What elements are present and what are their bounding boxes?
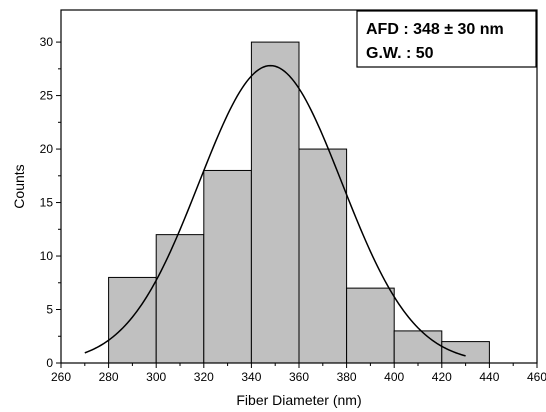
- x-tick-label: 280: [99, 370, 119, 384]
- histogram-bar: [346, 287, 395, 364]
- y-tick-label: 30: [40, 35, 54, 49]
- y-tick-label: 0: [46, 356, 53, 370]
- x-tick-label: 320: [194, 370, 214, 384]
- x-tick-label: 300: [146, 370, 166, 384]
- x-axis-label: Fiber Diameter (nm): [236, 392, 361, 408]
- gaussian-fit-curve: [84, 64, 466, 357]
- axis-tick-labels: 260 280 300 320 340 360 380 400 420 440 460 0 5 10 15 2…: [40, 35, 546, 384]
- x-tick-label: 260: [51, 370, 71, 384]
- x-tick-label: 460: [527, 370, 546, 384]
- annotation-box: AFD : 348 ± 30 nm G.W. : 50: [356, 10, 537, 68]
- histogram-bar: [203, 169, 252, 364]
- histogram-bar: [250, 41, 300, 364]
- bars-group: [108, 41, 490, 364]
- x-tick-label: 400: [384, 370, 404, 384]
- x-tick-label: 360: [289, 370, 309, 384]
- y-tick-label: 25: [40, 89, 54, 103]
- x-tick-label: 380: [337, 370, 357, 384]
- histogram-bar: [155, 234, 205, 364]
- histogram-bar: [298, 148, 348, 364]
- annotation-afd: AFD : 348 ± 30 nm: [366, 21, 504, 38]
- y-tick-label: 20: [40, 142, 54, 156]
- histogram-bar: [393, 330, 443, 364]
- histogram-bar: [108, 276, 157, 364]
- annotation-gw: G.W. : 50: [366, 45, 434, 62]
- histogram-bar: [441, 341, 490, 364]
- y-tick-label: 5: [46, 303, 53, 317]
- y-tick-label: 15: [40, 196, 54, 210]
- x-tick-label: 420: [432, 370, 452, 384]
- x-tick-label: 340: [241, 370, 261, 384]
- axis-ticks: [56, 41, 538, 368]
- y-tick-label: 10: [40, 249, 54, 263]
- x-tick-label: 440: [479, 370, 499, 384]
- y-axis-label: Counts: [11, 164, 27, 208]
